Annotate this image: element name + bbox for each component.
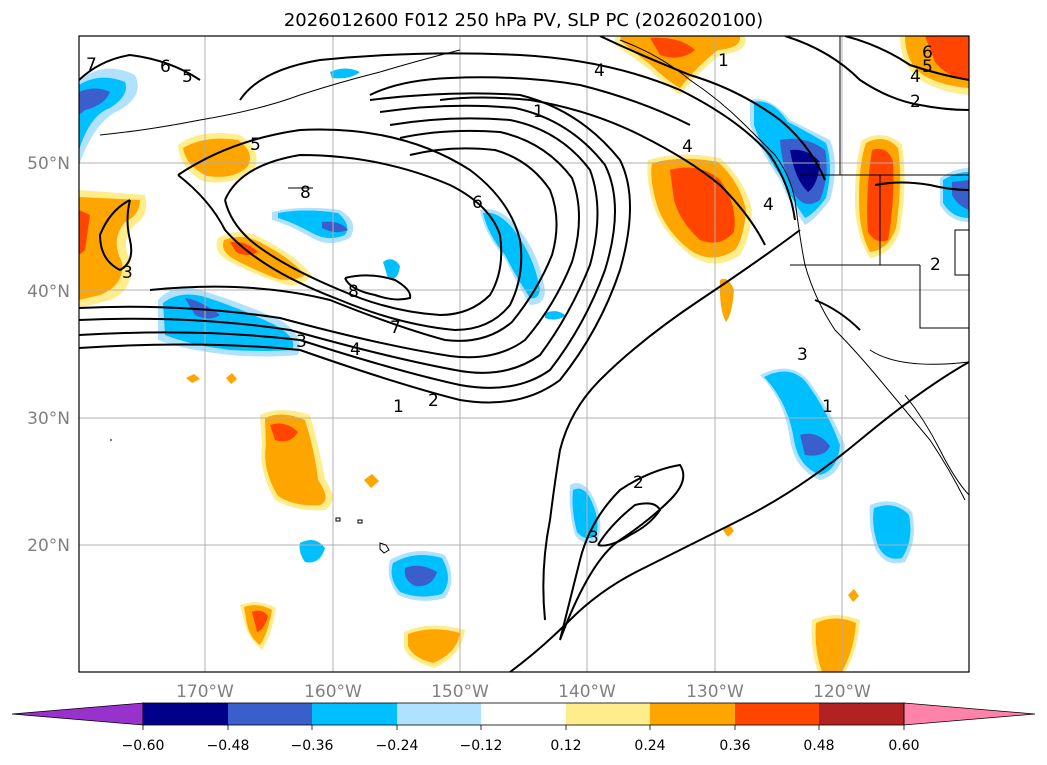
contour-label: 6 (472, 193, 483, 213)
colorbar-segment (312, 703, 397, 725)
colorbar-tick-label: −0.48 (207, 738, 250, 754)
contour-label: 3 (296, 332, 307, 352)
map-title: 2026012600 F012 250 hPa PV, SLP PC (2026… (283, 10, 764, 31)
contour-label: 2 (910, 92, 921, 112)
slp-contours (79, 36, 969, 672)
lon-label-160w: 160°W (304, 682, 362, 702)
contour-label: 8 (300, 183, 311, 203)
contour-label: 1 (822, 397, 833, 417)
contour-label: 2 (428, 391, 439, 411)
contour-label: 4 (350, 340, 361, 360)
contour-label: 2 (633, 473, 644, 493)
contour-label: 5 (922, 57, 933, 77)
colorbar-segment (650, 703, 735, 725)
contour-label: 4 (763, 195, 774, 215)
colorbar-tick-label: −0.60 (122, 738, 165, 754)
contour-label: 3 (797, 345, 808, 365)
colorbar-tick-label: −0.36 (291, 738, 334, 754)
contour-label: 3 (122, 263, 133, 283)
colorbar-segment (143, 703, 228, 725)
colorbar-tick-label: 0.60 (888, 738, 919, 754)
longitude-labels: 170°W 160°W 150°W 140°W 130°W 120°W (176, 682, 871, 702)
lon-label-150w: 150°W (431, 682, 489, 702)
colorbar-segment (819, 703, 904, 725)
lat-label-30n: 30°N (27, 409, 70, 429)
colorbar-extend-max (903, 702, 1036, 726)
contour-label: 4 (682, 137, 693, 157)
colorbar-tick-label: 0.24 (634, 738, 665, 754)
lon-label-170w: 170°W (176, 682, 234, 702)
lat-label-20n: 20°N (27, 536, 70, 556)
colorbar-tick-label: 0.36 (719, 738, 750, 754)
latitude-labels: 50°N 40°N 30°N 20°N (27, 154, 70, 556)
map-area (79, 36, 969, 672)
contour-label: 7 (390, 318, 401, 338)
colorbar-tick-label: 0.48 (803, 738, 834, 754)
map-frame (78, 35, 970, 673)
colorbar-segment (735, 703, 819, 725)
map-content: 7 6 5 5 8 8 7 4 3 3 1 2 4 1 4 4 6 2 3 3 … (79, 36, 969, 672)
colorbar-segment (397, 703, 481, 725)
contour-label: 6 (922, 43, 933, 63)
colorbar-tick-label: 0.12 (550, 738, 581, 754)
contour-label: 6 (160, 57, 171, 77)
contour-label: 4 (594, 61, 605, 81)
contour-label: 3 (588, 528, 599, 548)
lat-label-50n: 50°N (27, 154, 70, 174)
lat-label-40n: 40°N (27, 282, 70, 302)
contour-label: 5 (250, 135, 261, 155)
contour-label: 1 (718, 51, 729, 71)
colorbar-segment (481, 703, 566, 725)
lon-label-130w: 130°W (686, 682, 744, 702)
contour-label: 8 (348, 282, 359, 302)
lon-label-140w: 140°W (558, 682, 616, 702)
colorbar-tick-label: −0.12 (460, 738, 503, 754)
contour-labels: 7 6 5 5 8 8 7 4 3 3 1 2 4 1 4 4 6 2 3 3 … (86, 43, 941, 548)
contour-label: 1 (393, 397, 404, 417)
contour-label: 7 (86, 55, 97, 75)
colorbar-tick-label: −0.24 (376, 738, 419, 754)
coastlines (99, 36, 969, 554)
colorbar: −0.60 −0.48 −0.36 −0.24 −0.12 0.12 0.24 … (11, 702, 1036, 754)
graticule (79, 36, 969, 672)
lon-label-120w: 120°W (813, 682, 871, 702)
contour-label: 2 (930, 255, 941, 275)
colorbar-segment (566, 703, 650, 725)
colorbar-segment (228, 703, 312, 725)
contour-label: 4 (910, 67, 921, 87)
contour-label: 5 (182, 67, 193, 87)
contour-label: 1 (533, 102, 544, 122)
colorbar-extend-min (11, 702, 144, 726)
